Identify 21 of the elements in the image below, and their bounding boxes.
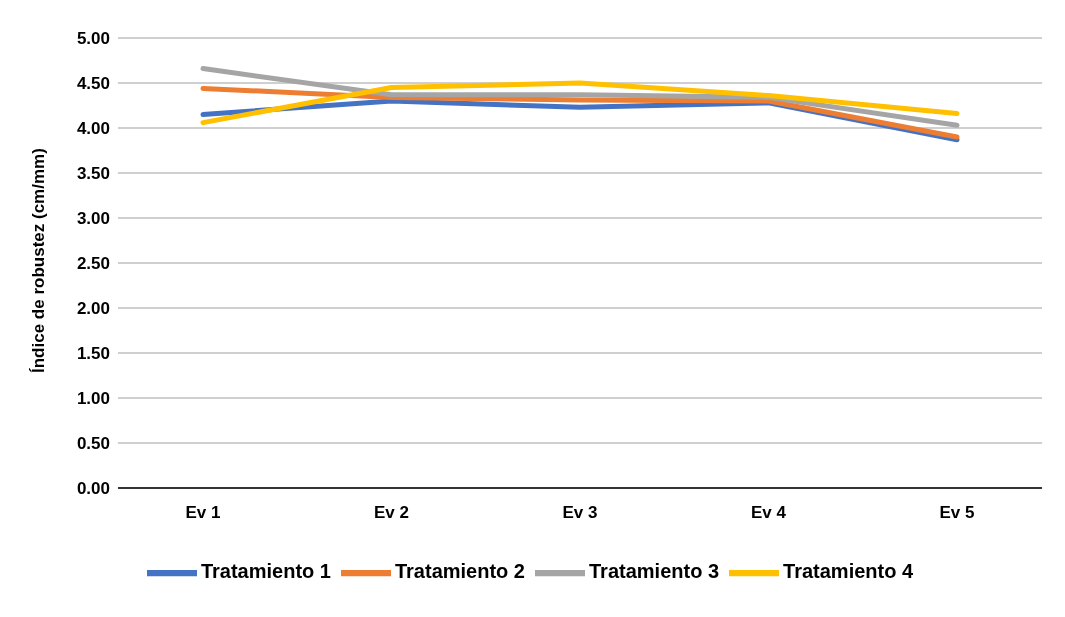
legend-label: Tratamiento 1 <box>200 560 331 583</box>
y-tick-label: 2.00 <box>76 299 110 319</box>
x-tick-label: Ev 3 <box>562 503 598 523</box>
y-tick-label: 3.50 <box>76 164 110 184</box>
x-tick-label: Ev 4 <box>751 503 787 523</box>
y-tick-label: 4.50 <box>76 74 110 94</box>
y-tick-label: 0.00 <box>76 479 110 499</box>
legend-label: Tratamiento 2 <box>394 560 525 583</box>
y-axis-title: Índice de robustez (cm/mm) <box>29 148 49 373</box>
y-tick-label: 4.00 <box>76 119 110 139</box>
y-tick-label: 1.50 <box>76 344 110 364</box>
x-tick-label: Ev 2 <box>374 503 409 523</box>
x-tick-label: Ev 1 <box>185 503 221 523</box>
legend-label: Tratamiento 3 <box>589 560 720 583</box>
y-tick-label: 5.00 <box>76 29 110 49</box>
legend-label: Tratamiento 4 <box>783 560 914 583</box>
y-tick-label: 2.50 <box>76 254 110 274</box>
x-tick-label: Ev 5 <box>939 503 975 523</box>
y-tick-label: 1.00 <box>76 389 110 409</box>
y-tick-label: 0.50 <box>76 434 110 454</box>
y-tick-label: 3.00 <box>76 209 110 229</box>
